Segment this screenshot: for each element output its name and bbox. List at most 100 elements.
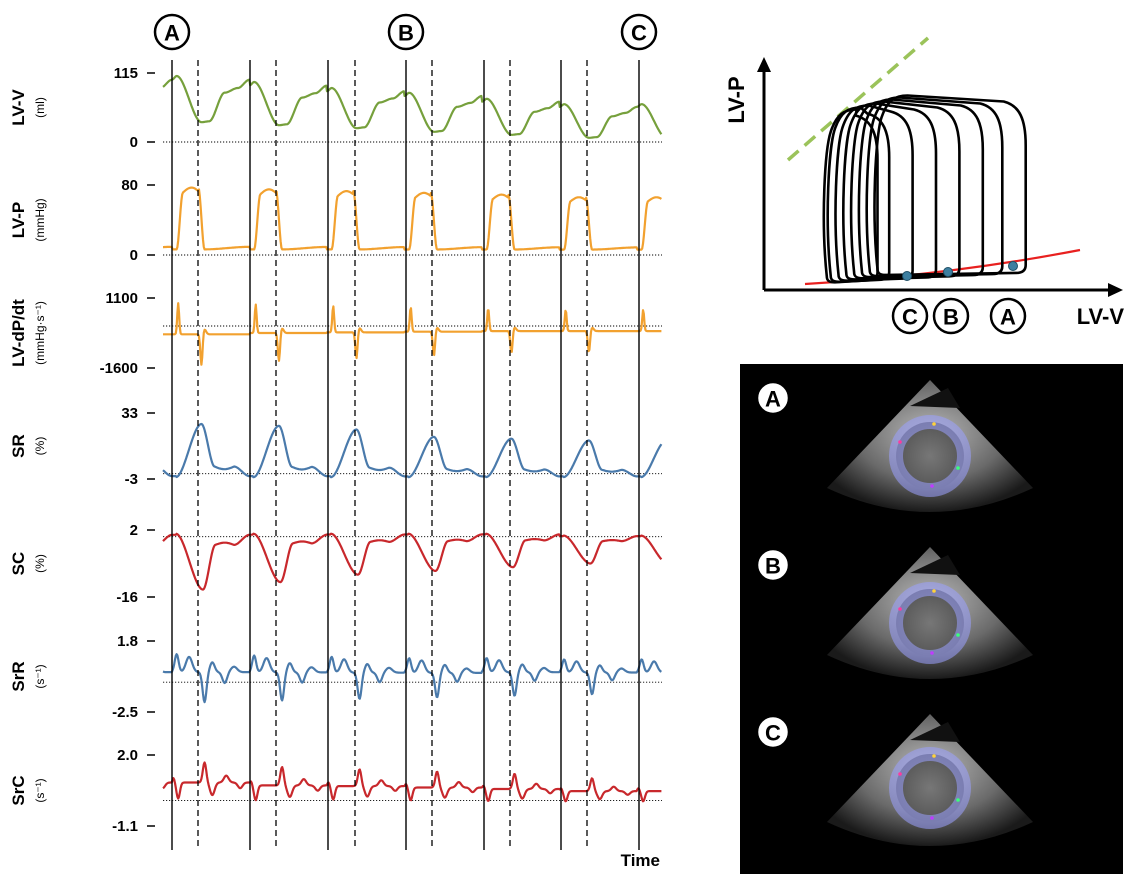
tick-label-min: -1.1 [112, 818, 138, 835]
pv-loop [842, 102, 938, 281]
pv-marker-a: A [989, 297, 1027, 335]
tick-label-max: 80 [121, 177, 138, 194]
myocardium-tracking-ring [889, 747, 971, 829]
series-line-lvv [162, 74, 663, 139]
time-axis-label: Time [621, 851, 660, 870]
tick-label-max: 2 [130, 522, 138, 539]
tick-label-min: -1600 [100, 360, 138, 377]
marker-circle [620, 13, 658, 51]
pv-y-arrow [757, 57, 771, 72]
pv-loop [857, 98, 985, 279]
tracking-point [930, 651, 934, 655]
cycle-marker-c: C [620, 13, 658, 51]
marker-label: C [631, 21, 647, 46]
tick-label-min: 0 [130, 134, 138, 151]
pv-point [902, 271, 912, 281]
tick-label-min: 0 [130, 247, 138, 264]
series-line-lvp [162, 186, 662, 251]
lv-cavity [896, 422, 964, 490]
panel-label: SC [9, 552, 28, 576]
panel-lvv: LV-V (ml) 115 0 [9, 65, 663, 151]
echo-marker-circle [755, 380, 791, 416]
panel-label: SR [9, 434, 28, 458]
pv-y-label: LV-P [724, 76, 749, 123]
pv-point [1008, 261, 1018, 271]
cycle-marker-a: A [153, 13, 191, 51]
panel-sc: SC (%) 2 -16 [9, 522, 663, 606]
espvr-line [786, 36, 930, 162]
echo-marker-label: B [765, 554, 781, 579]
marker-circle [891, 297, 929, 335]
tick-label-max: 1100 [105, 290, 138, 307]
lv-cavity [896, 754, 964, 822]
tracking-point [956, 466, 960, 470]
panel-unit: (ml) [33, 97, 47, 118]
marker-label: B [943, 305, 959, 330]
tick-label-max: 115 [114, 65, 138, 82]
panel-unit: (s⁻¹) [33, 778, 47, 802]
echo-marker-label: C [765, 721, 781, 746]
panel-label: LV-V [9, 89, 28, 126]
echo-shadow [910, 388, 960, 408]
marker-circle [932, 297, 970, 335]
pv-loop [834, 104, 914, 282]
tick-label-max: 2.0 [117, 747, 138, 764]
tracking-point [930, 484, 934, 488]
pv-x-arrow [1108, 283, 1123, 297]
pv-loop [865, 96, 1004, 278]
echo-marker-label: A [765, 387, 781, 412]
echo-frame-a: A [755, 380, 1033, 512]
pv-point [943, 267, 953, 277]
tracking-point [898, 772, 902, 776]
tracking-point [932, 589, 936, 593]
cycle-marker-b: B [387, 13, 425, 51]
marker-circle [153, 13, 191, 51]
panel-sr: SR (%) 33 -3 [9, 405, 663, 488]
tick-label-min: -3 [125, 471, 138, 488]
tracking-point [956, 633, 960, 637]
echo-marker-circle [755, 547, 791, 583]
tracking-point [932, 754, 936, 758]
marker-label: C [902, 305, 918, 330]
series-line-sc [162, 532, 663, 591]
marker-circle [387, 13, 425, 51]
tracking-point [930, 816, 934, 820]
tick-label-min: -2.5 [112, 704, 138, 721]
panel-label: SrC [9, 775, 28, 805]
pv-loop [849, 100, 961, 280]
echo-frame-b: B [755, 547, 1033, 679]
series-line-lvdpdt [162, 302, 662, 366]
pv-marker-c: C [891, 297, 929, 335]
pv-loop [826, 106, 891, 284]
echo-shadow [910, 555, 960, 575]
myocardium-tracking-ring [889, 415, 971, 497]
panel-label: LV-dP/dt [9, 299, 28, 367]
panel-src: SrC (s⁻¹) 2.0 -1.1 [9, 747, 662, 835]
panel-lvdpdt: LV-dP/dt (mmHg·s⁻¹) 1100 -1600 [9, 290, 662, 377]
panel-unit: (s⁻¹) [33, 664, 47, 688]
tick-label-min: -16 [116, 589, 138, 606]
time-series-panels: LV-V (ml) 115 0 LV-P (mmHg) 80 0 LV-dP/dt (mmHg·s… [9, 60, 663, 850]
beat-lines [171, 60, 640, 850]
tick-label-max: 1.8 [117, 633, 138, 650]
series-line-sr [162, 422, 663, 479]
panel-unit: (mmHg·s⁻¹) [33, 301, 47, 365]
tracking-point [956, 798, 960, 802]
myocardium-tracking-ring [889, 582, 971, 664]
marker-label: A [164, 21, 180, 46]
panel-label: SrR [9, 661, 28, 691]
echo-shadow [910, 722, 960, 742]
echo-frame-c: C [755, 714, 1033, 846]
pv-x-label: LV-V [1077, 304, 1124, 329]
echo-marker-circle [755, 714, 791, 750]
panel-unit: (%) [33, 554, 47, 573]
marker-label: B [398, 21, 414, 46]
panel-srr: SrR (s⁻¹) 1.8 -2.5 [9, 633, 662, 721]
tracking-point [898, 440, 902, 444]
pv-loop-chart: LV-P LV-V C B A [724, 36, 1124, 335]
tracking-point [932, 422, 936, 426]
marker-label: A [1000, 305, 1016, 330]
marker-circle [989, 297, 1027, 335]
pv-marker-b: B [932, 297, 970, 335]
